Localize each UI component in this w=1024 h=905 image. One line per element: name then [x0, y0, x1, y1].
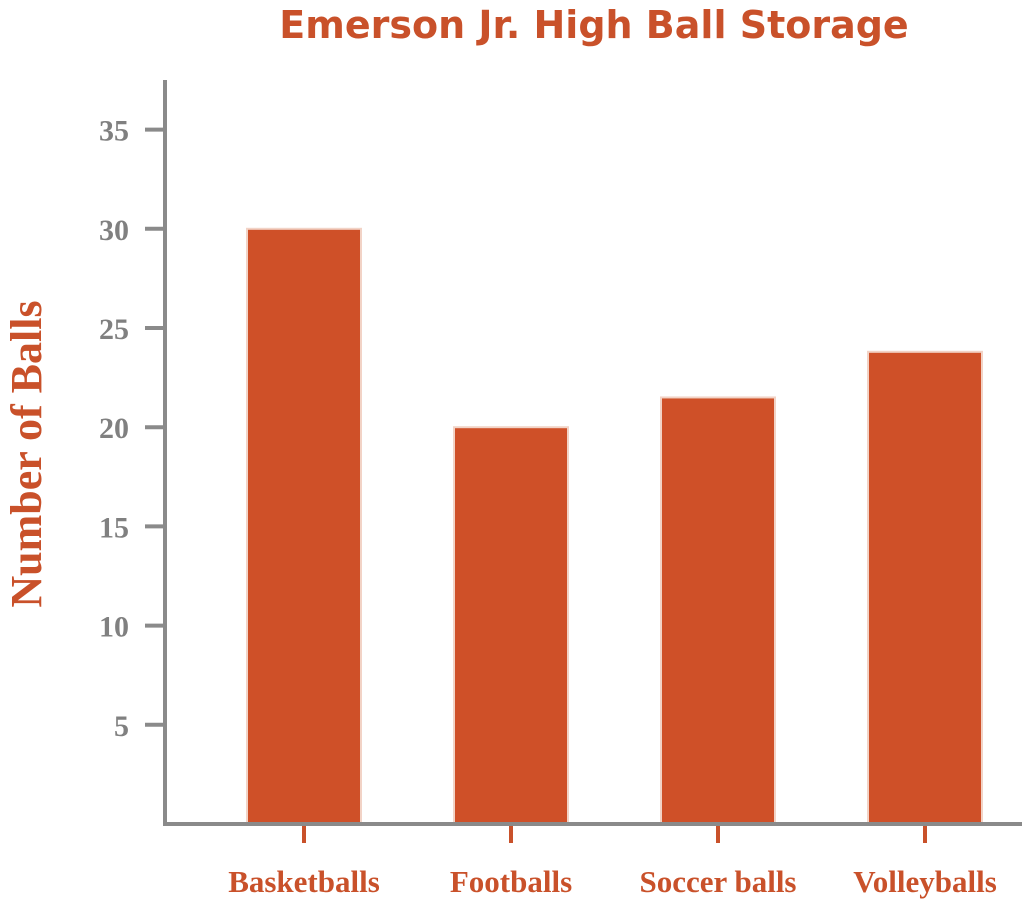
- bar-volleyballs: [867, 350, 983, 825]
- y-tick-label-35: 35: [99, 115, 129, 148]
- bar-footballs: [453, 426, 569, 825]
- y-tick-label-10: 10: [99, 611, 129, 644]
- y-tick-label-20: 20: [99, 412, 129, 445]
- bar-soccer-balls: [660, 396, 776, 825]
- y-ticks-layer: 5 10 15 20 25 30 35: [99, 115, 165, 743]
- x-tick-label-volleyballs: Volleyballs: [853, 864, 997, 899]
- x-tick-label-basketballs: Basketballs: [228, 864, 380, 899]
- x-tick-label-footballs: Footballs: [450, 864, 572, 899]
- x-ticks-layer: Basketballs Footballs Soccer balls Volleyba…: [228, 826, 997, 899]
- bars-layer: [246, 227, 983, 826]
- y-tick-label-30: 30: [99, 214, 129, 247]
- y-tick-label-15: 15: [99, 511, 129, 544]
- y-tick-label-25: 25: [99, 313, 129, 346]
- axes-layer: [163, 80, 1022, 826]
- x-tick-label-soccer-balls: Soccer balls: [640, 864, 797, 899]
- y-tick-label-5: 5: [114, 710, 129, 743]
- chart-title: Emerson Jr. High Ball Storage: [279, 3, 908, 47]
- bar-basketballs: [246, 227, 362, 826]
- y-axis-label: Number of Balls: [2, 300, 51, 607]
